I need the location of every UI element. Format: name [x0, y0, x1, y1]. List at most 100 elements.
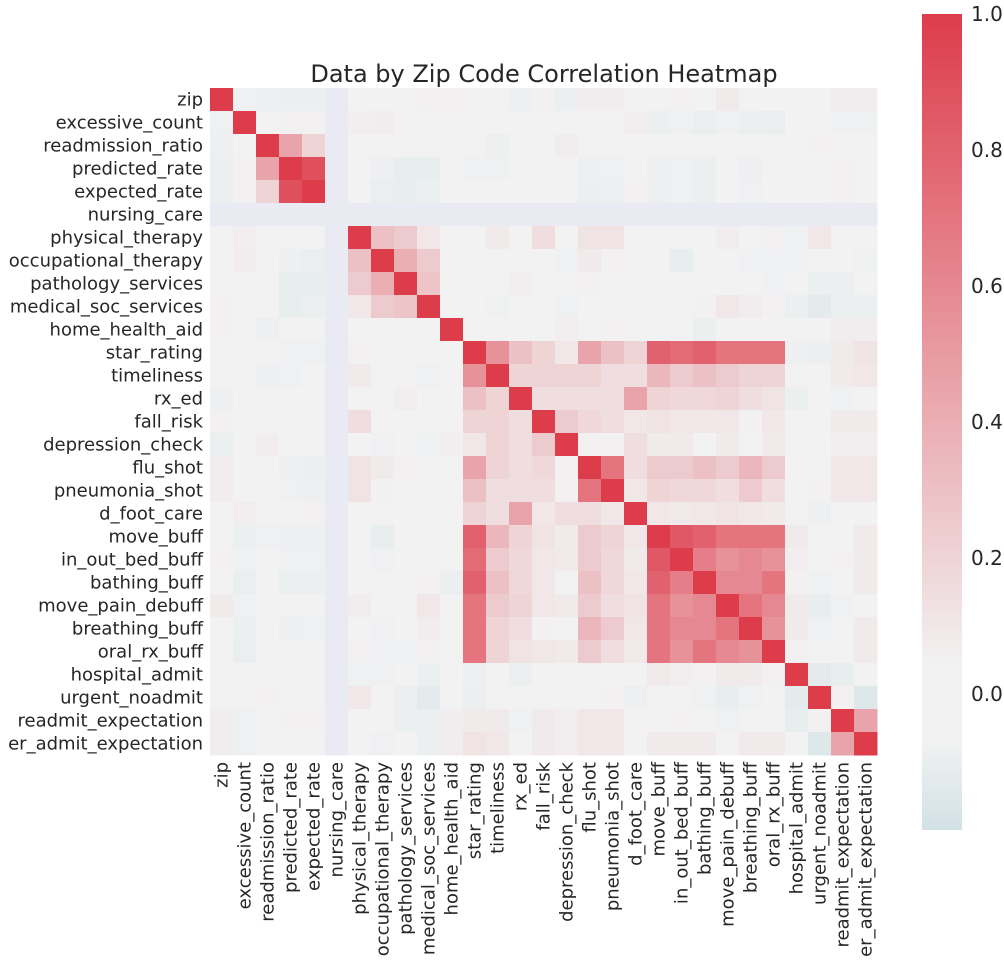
heatmap-cell-nursing_care-zip: [210, 203, 234, 227]
heatmap-cell-fall_risk-excessive_count: [233, 410, 257, 434]
heatmap-cell-hospital_admit-medical_soc_services: [417, 663, 441, 687]
heatmap-cell-pathology_services-er_admit_expectation: [854, 272, 878, 296]
y-tick-label: expected_rate: [74, 182, 203, 203]
heatmap-cell-occupational_therapy-move_pain_debuff: [716, 249, 740, 273]
heatmap-cell-excessive_count-zip: [210, 111, 234, 135]
heatmap-cell-medical_soc_services-readmission_ratio: [256, 295, 280, 319]
heatmap-cell-readmission_ratio-hospital_admit: [785, 134, 809, 158]
heatmap-cell-physical_therapy-excessive_count: [233, 226, 257, 250]
heatmap-cell-bathing_buff-occupational_therapy: [371, 571, 395, 595]
colorbar-tick-label: 0.2: [971, 546, 1003, 570]
heatmap-cell-occupational_therapy-oral_rx_buff: [762, 249, 786, 273]
heatmap-cell-breathing_buff-expected_rate: [302, 617, 326, 641]
heatmap-cell-depression_check-hospital_admit: [785, 433, 809, 457]
y-tick-label: move_buff: [108, 527, 203, 548]
heatmap-cell-pathology_services-rx_ed: [509, 272, 533, 296]
heatmap-cell-physical_therapy-flu_shot: [578, 226, 602, 250]
heatmap-cell-readmission_ratio-move_buff: [647, 134, 671, 158]
heatmap-cell-occupational_therapy-er_admit_expectation: [854, 249, 878, 273]
heatmap-cell-oral_rx_buff-medical_soc_services: [417, 640, 441, 664]
heatmap-cell-urgent_noadmit-move_pain_debuff: [716, 686, 740, 710]
heatmap-cell-depression_check-d_foot_care: [624, 433, 648, 457]
heatmap-cell-hospital_admit-move_pain_debuff: [716, 663, 740, 687]
heatmap-cell-rx_ed-bathing_buff: [693, 387, 717, 411]
heatmap-cell-d_foot_care-readmit_expectation: [831, 502, 855, 526]
x-tick-label: rx_ed: [511, 762, 532, 811]
heatmap-cell-predicted_rate-urgent_noadmit: [808, 157, 832, 181]
heatmap-cell-oral_rx_buff-hospital_admit: [785, 640, 809, 664]
heatmap-cell-rx_ed-move_pain_debuff: [716, 387, 740, 411]
heatmap-cell-d_foot_care-fall_risk: [532, 502, 556, 526]
heatmap-cell-depression_check-pneumonia_shot: [601, 433, 625, 457]
heatmap-cell-star_rating-occupational_therapy: [371, 341, 395, 365]
heatmap-cell-pathology_services-physical_therapy: [348, 272, 372, 296]
heatmap-cell-depression_check-flu_shot: [578, 433, 602, 457]
heatmap-cell-depression_check-bathing_buff: [693, 433, 717, 457]
heatmap-cell-pneumonia_shot-medical_soc_services: [417, 479, 441, 503]
heatmap-cell-predicted_rate-er_admit_expectation: [854, 157, 878, 181]
heatmap-cell-pneumonia_shot-in_out_bed_buff: [670, 479, 694, 503]
heatmap-cell-oral_rx_buff-occupational_therapy: [371, 640, 395, 664]
heatmap-cell-occupational_therapy-physical_therapy: [348, 249, 372, 273]
heatmap-cell-expected_rate-bathing_buff: [693, 180, 717, 204]
heatmap-cell-oral_rx_buff-move_pain_debuff: [716, 640, 740, 664]
heatmap-cell-zip-move_pain_debuff: [716, 88, 740, 112]
heatmap-cell-depression_check-in_out_bed_buff: [670, 433, 694, 457]
heatmap-cell-hospital_admit-oral_rx_buff: [762, 663, 786, 687]
heatmap-cell-zip-readmission_ratio: [256, 88, 280, 112]
heatmap-cell-readmission_ratio-er_admit_expectation: [854, 134, 878, 158]
heatmap-cell-zip-nursing_care: [325, 88, 349, 112]
heatmap-cell-home_health_aid-move_pain_debuff: [716, 318, 740, 342]
heatmap-cell-rx_ed-breathing_buff: [739, 387, 763, 411]
heatmap-cell-star_rating-breathing_buff: [739, 341, 763, 365]
heatmap-cell-occupational_therapy-medical_soc_services: [417, 249, 441, 273]
heatmap-cell-zip-breathing_buff: [739, 88, 763, 112]
heatmap-cell-move_pain_debuff-oral_rx_buff: [762, 594, 786, 618]
heatmap-cell-expected_rate-physical_therapy: [348, 180, 372, 204]
heatmap-cell-timeliness-timeliness: [486, 364, 510, 388]
heatmap-cell-pathology_services-expected_rate: [302, 272, 326, 296]
heatmap-cell-predicted_rate-flu_shot: [578, 157, 602, 181]
heatmap-cell-medical_soc_services-depression_check: [555, 295, 579, 319]
heatmap-cell-in_out_bed_buff-occupational_therapy: [371, 548, 395, 572]
heatmap-cell-pathology_services-timeliness: [486, 272, 510, 296]
heatmap-cell-move_buff-readmission_ratio: [256, 525, 280, 549]
heatmap-cell-hospital_admit-zip: [210, 663, 234, 687]
heatmap-cell-timeliness-zip: [210, 364, 234, 388]
heatmap-cell-in_out_bed_buff-pneumonia_shot: [601, 548, 625, 572]
heatmap-cell-pathology_services-zip: [210, 272, 234, 296]
heatmap-cell-physical_therapy-readmission_ratio: [256, 226, 280, 250]
heatmap-cell-physical_therapy-move_buff: [647, 226, 671, 250]
heatmap-cell-in_out_bed_buff-readmit_expectation: [831, 548, 855, 572]
heatmap-cell-flu_shot-in_out_bed_buff: [670, 456, 694, 480]
heatmap-cell-star_rating-depression_check: [555, 341, 579, 365]
heatmap-cell-move_buff-pneumonia_shot: [601, 525, 625, 549]
heatmap-cell-breathing_buff-d_foot_care: [624, 617, 648, 641]
heatmap-cell-er_admit_expectation-depression_check: [555, 732, 579, 756]
heatmap-cell-flu_shot-pneumonia_shot: [601, 456, 625, 480]
heatmap-cell-in_out_bed_buff-move_pain_debuff: [716, 548, 740, 572]
heatmap-cell-move_pain_debuff-readmission_ratio: [256, 594, 280, 618]
heatmap-cell-hospital_admit-physical_therapy: [348, 663, 372, 687]
heatmap-cell-readmit_expectation-flu_shot: [578, 709, 602, 733]
heatmap-cell-bathing_buff-star_rating: [463, 571, 487, 595]
heatmap-cell-nursing_care-predicted_rate: [279, 203, 303, 227]
heatmap-cell-move_pain_debuff-pneumonia_shot: [601, 594, 625, 618]
heatmap-cell-move_pain_debuff-home_health_aid: [440, 594, 464, 618]
heatmap-cell-pneumonia_shot-depression_check: [555, 479, 579, 503]
heatmap-cell-predicted_rate-timeliness: [486, 157, 510, 181]
heatmap-cell-flu_shot-medical_soc_services: [417, 456, 441, 480]
heatmap-cell-readmit_expectation-d_foot_care: [624, 709, 648, 733]
heatmap-cell-flu_shot-oral_rx_buff: [762, 456, 786, 480]
heatmap-cell-d_foot_care-timeliness: [486, 502, 510, 526]
heatmap-cell-pathology_services-medical_soc_services: [417, 272, 441, 296]
heatmap-cell-er_admit_expectation-move_pain_debuff: [716, 732, 740, 756]
heatmap-cell-breathing_buff-flu_shot: [578, 617, 602, 641]
heatmap-cell-medical_soc_services-timeliness: [486, 295, 510, 319]
heatmap-cell-occupational_therapy-rx_ed: [509, 249, 533, 273]
heatmap-cell-flu_shot-predicted_rate: [279, 456, 303, 480]
heatmap-cell-fall_risk-physical_therapy: [348, 410, 372, 434]
heatmap-cell-hospital_admit-urgent_noadmit: [808, 663, 832, 687]
y-tick-label: nursing_care: [88, 205, 203, 226]
heatmap-cell-rx_ed-depression_check: [555, 387, 579, 411]
